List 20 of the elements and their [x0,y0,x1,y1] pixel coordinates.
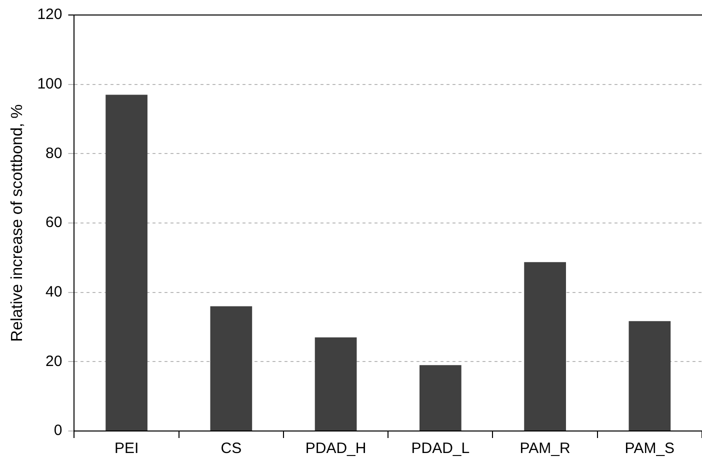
y-tick-label: 80 [46,144,62,162]
x-tick-label: CS [220,440,242,458]
y-tick-label: 100 [37,75,62,92]
x-tick-label: PDAD_H [305,440,366,458]
y-tick-label: 0 [54,422,62,440]
bar [524,262,566,430]
y-tick-label: 120 [37,6,62,24]
bar [314,337,357,430]
x-tick-label: PAM_S [624,440,675,458]
y-tick-label: 40 [46,283,62,300]
y-axis-title: Relative increase of scottbond, % [9,104,26,342]
bar [210,306,252,430]
bar [420,365,462,430]
x-tick-label: PEI [114,440,139,458]
bar [628,321,671,430]
y-tick-label: 20 [46,352,62,370]
y-tick-label: 60 [46,214,62,232]
x-tick-label: PDAD_L [411,440,470,458]
x-tick-label: PAM_R [520,440,570,458]
bar [106,94,148,430]
